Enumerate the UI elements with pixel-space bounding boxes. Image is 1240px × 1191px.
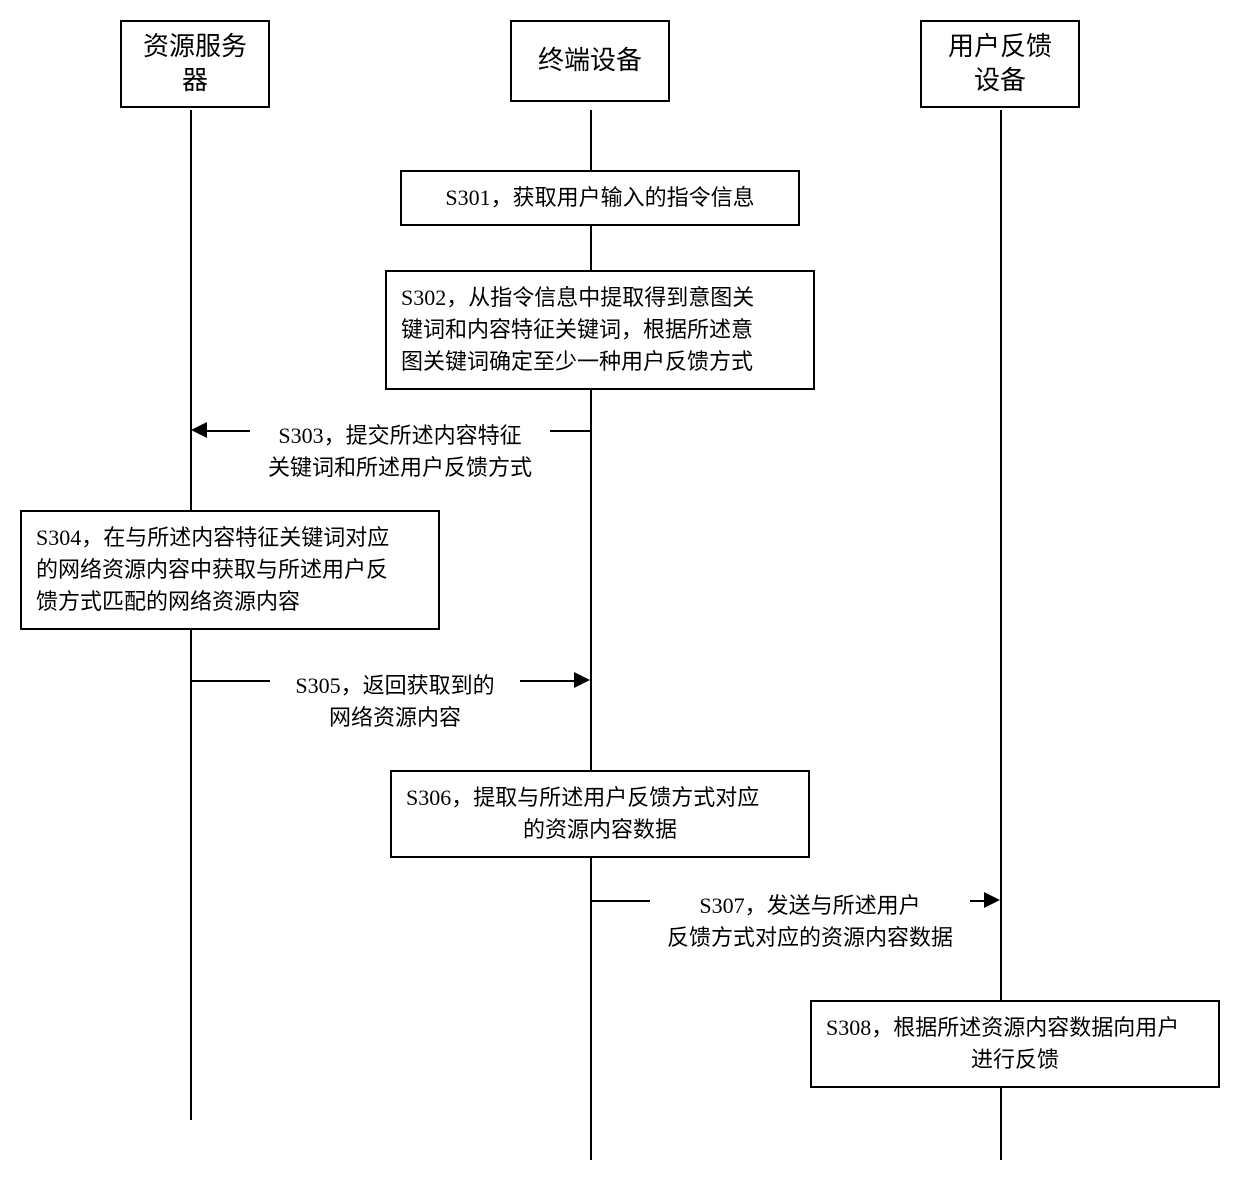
participant-user-feedback-device: 用户反馈 设备 [920,20,1080,108]
step-text: 提交所述内容特征 [346,423,522,448]
step-s306: S306，提取与所述用户反馈方式对应 的资源内容数据 [390,770,810,858]
step-code: S301， [445,185,512,210]
step-text: 键词和内容特征关键词，根据所述意 [401,317,753,342]
msg-s307: S307，发送与所述用户 反馈方式对应的资源内容数据 [650,890,970,954]
step-text: 提取与所述用户反馈方式对应 [473,785,759,810]
participant-label: 终端设备 [538,46,642,75]
step-code: S302， [401,285,468,310]
step-text: 在与所述内容特征关键词对应 [103,525,389,550]
step-code: S306， [406,785,473,810]
step-code: S305， [295,673,362,698]
step-text: 获取用户输入的指令信息 [513,185,755,210]
step-text: 反馈方式对应的资源内容数据 [667,925,953,950]
participant-terminal-device: 终端设备 [510,20,670,102]
step-text: 馈方式匹配的网络资源内容 [36,589,300,614]
msg-s303: S303，提交所述内容特征 关键词和所述用户反馈方式 [250,420,550,484]
step-s301: S301，获取用户输入的指令信息 [400,170,800,226]
step-code: S308， [826,1015,893,1040]
step-s304: S304，在与所述内容特征关键词对应 的网络资源内容中获取与所述用户反 馈方式匹… [20,510,440,630]
step-code: S304， [36,525,103,550]
step-code: S307， [699,893,766,918]
participant-label: 设备 [974,66,1026,95]
step-text: 返回获取到的 [363,673,495,698]
sequence-diagram: 资源服务 器 终端设备 用户反馈 设备 S301，获取用户输入的指令信息 S30… [20,20,1220,1170]
step-text: 的网络资源内容中获取与所述用户反 [36,557,388,582]
arrow-head-s303 [191,422,207,438]
step-text: 关键词和所述用户反馈方式 [268,455,532,480]
step-text: 从指令信息中提取得到意图关 [468,285,754,310]
step-text: 发送与所述用户 [767,893,921,918]
step-text: 根据所述资源内容数据向用户 [893,1015,1179,1040]
arrow-head-s307 [984,892,1000,908]
lifeline-terminal-device [590,110,592,1160]
step-code: S303， [278,423,345,448]
step-text: 进行反馈 [826,1044,1204,1076]
step-text: 网络资源内容 [329,705,461,730]
msg-s305: S305，返回获取到的 网络资源内容 [270,670,520,734]
step-text: 图关键词确定至少一种用户反馈方式 [401,349,753,374]
step-text: 的资源内容数据 [406,814,794,846]
participant-resource-server: 资源服务 器 [120,20,270,108]
participant-label: 用户反馈 [948,32,1052,61]
participant-label: 器 [182,66,208,95]
participant-label: 资源服务 [143,32,247,61]
step-s302: S302，从指令信息中提取得到意图关 键词和内容特征关键词，根据所述意 图关键词… [385,270,815,390]
arrow-head-s305 [574,672,590,688]
step-s308: S308，根据所述资源内容数据向用户 进行反馈 [810,1000,1220,1088]
